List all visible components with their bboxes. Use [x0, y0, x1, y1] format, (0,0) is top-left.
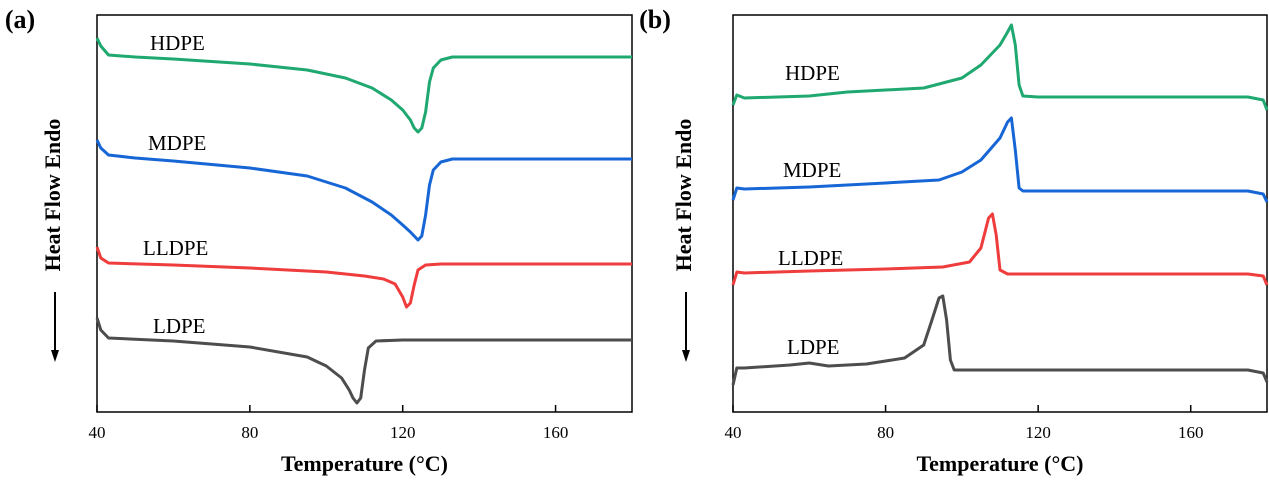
plot-frame: [732, 14, 1268, 413]
series-label: MDPE: [783, 158, 841, 182]
series-label: LDPE: [153, 314, 206, 338]
series-line: [731, 212, 1269, 286]
series-line: [95, 37, 632, 134]
y-arrow-head: [682, 350, 690, 362]
series-label: LLDPE: [778, 246, 843, 270]
x-tick-label: 40: [89, 423, 106, 442]
x-tick-label: 80: [877, 423, 894, 442]
panel: 40 80 120 160 Temperature (°C) Heat Flow Endo…: [639, 5, 1269, 476]
series-line: [731, 23, 1269, 111]
x-tick-label: 80: [241, 423, 258, 442]
x-tick-label: 160: [1178, 423, 1204, 442]
x-tick-label: 160: [543, 423, 569, 442]
x-axis-label: Temperature (°C): [916, 451, 1083, 476]
series-label: LDPE: [787, 335, 840, 359]
x-tick-label: 40: [725, 423, 742, 442]
panel: 40 80 120 160 Temperature (°C) Heat Flow Endo…: [5, 5, 633, 476]
series-label: LLDPE: [143, 236, 208, 260]
y-axis-label: Heat Flow Endo: [40, 119, 65, 272]
plot-frame: [96, 14, 633, 413]
series-line: [95, 139, 632, 242]
panel-label: (b): [639, 5, 671, 34]
y-arrow-head: [51, 350, 59, 362]
x-axis-label: Temperature (°C): [281, 451, 448, 476]
series-line: [95, 317, 632, 405]
x-tick-label: 120: [1025, 423, 1051, 442]
y-axis-label: Heat Flow Endo: [671, 119, 696, 272]
series-label: HDPE: [785, 61, 840, 85]
series-line: [731, 116, 1269, 203]
series-line: [731, 294, 1269, 386]
series-line: [95, 246, 632, 309]
series-label: MDPE: [148, 131, 206, 155]
series-label: HDPE: [150, 31, 205, 55]
x-tick-label: 120: [390, 423, 416, 442]
panel-label: (a): [5, 5, 35, 34]
